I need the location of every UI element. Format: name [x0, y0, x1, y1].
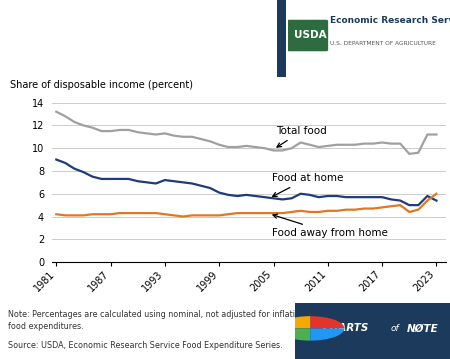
Text: Total food: Total food: [276, 126, 327, 147]
Text: CHARTS: CHARTS: [323, 323, 369, 334]
Text: Source: USDA, Economic Research Service Food Expenditure Series.: Source: USDA, Economic Research Service …: [8, 341, 282, 350]
FancyBboxPatch shape: [286, 19, 328, 52]
Text: of: of: [391, 324, 400, 333]
Wedge shape: [310, 328, 344, 341]
Text: U.S. DEPARTMENT OF AGRICULTURE: U.S. DEPARTMENT OF AGRICULTURE: [330, 42, 436, 47]
Wedge shape: [310, 316, 344, 328]
Text: USDA: USDA: [294, 30, 326, 40]
Text: NØTE: NØTE: [406, 323, 438, 334]
Polygon shape: [286, 0, 304, 77]
Wedge shape: [276, 316, 310, 328]
Text: Food at home: Food at home: [272, 173, 343, 196]
FancyBboxPatch shape: [290, 303, 450, 359]
Text: Note: Percentages are calculated using nominal, not adjusted for inflation,
food: Note: Percentages are calculated using n…: [8, 310, 307, 331]
Text: Food away from home: Food away from home: [272, 214, 387, 238]
Text: Economic Research Service: Economic Research Service: [330, 17, 450, 25]
Polygon shape: [277, 0, 286, 77]
Text: Share of disposable personal income spent on
food in the United States, 1981–202: Share of disposable personal income spen…: [9, 23, 307, 47]
Text: Share of disposable income (percent): Share of disposable income (percent): [10, 80, 193, 90]
Wedge shape: [276, 328, 310, 341]
